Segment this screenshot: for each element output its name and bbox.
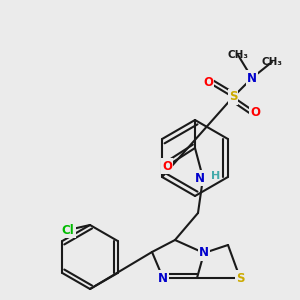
Text: N: N xyxy=(158,272,168,284)
Text: N: N xyxy=(195,172,205,184)
Text: Cl: Cl xyxy=(61,224,74,236)
Text: CH₃: CH₃ xyxy=(262,57,283,67)
Text: N: N xyxy=(199,247,209,260)
Text: S: S xyxy=(236,272,244,284)
Text: S: S xyxy=(229,91,237,103)
Text: N: N xyxy=(247,71,257,85)
Text: O: O xyxy=(203,76,213,88)
Text: H: H xyxy=(212,171,220,181)
Text: O: O xyxy=(250,106,260,118)
Text: CH₃: CH₃ xyxy=(227,50,248,60)
Text: O: O xyxy=(162,160,172,172)
